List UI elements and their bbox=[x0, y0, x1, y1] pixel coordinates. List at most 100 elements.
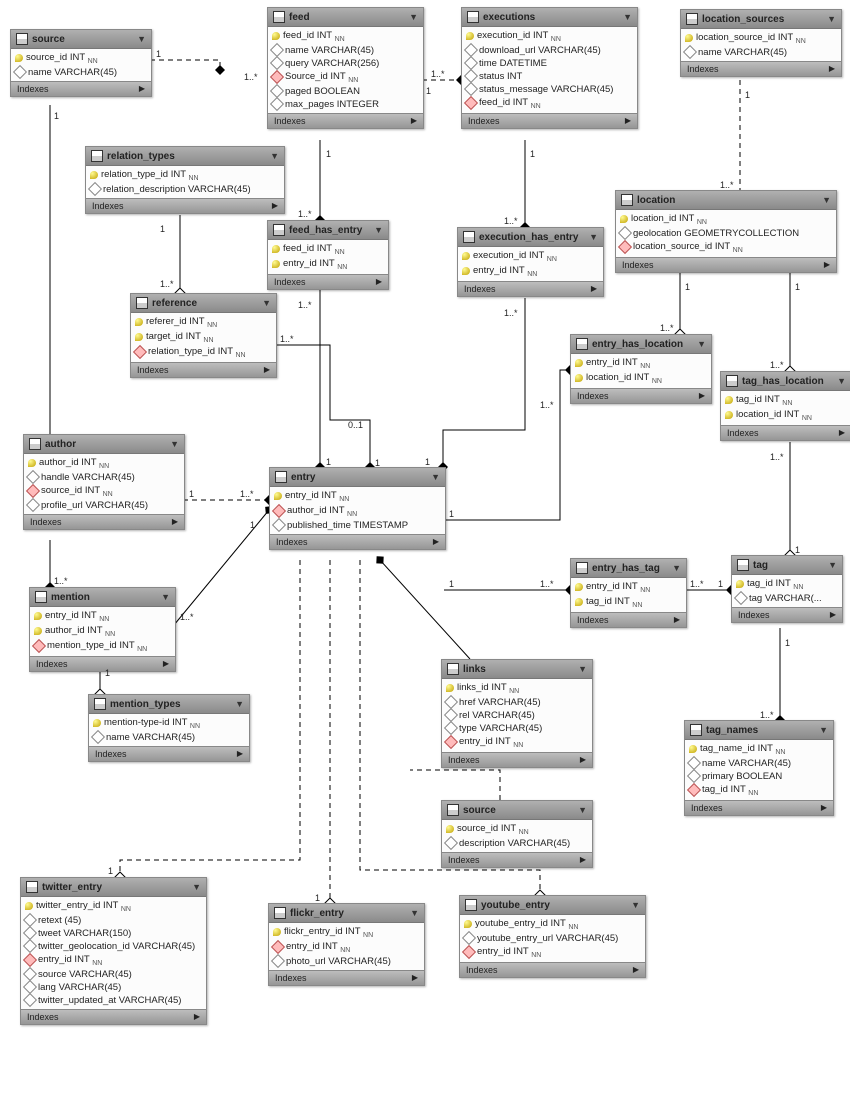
indexes-section[interactable]: Indexes▶ bbox=[460, 962, 645, 977]
collapse-icon[interactable]: ▼ bbox=[270, 151, 279, 161]
entity-header[interactable]: executions▼ bbox=[462, 8, 637, 27]
expand-icon[interactable]: ▶ bbox=[163, 659, 169, 668]
entity-youtube_entry[interactable]: youtube_entry▼youtube_entry_id INT NNyou… bbox=[459, 895, 646, 978]
entity-header[interactable]: youtube_entry▼ bbox=[460, 896, 645, 915]
collapse-icon[interactable]: ▼ bbox=[161, 592, 170, 602]
expand-icon[interactable]: ▶ bbox=[172, 517, 178, 526]
collapse-icon[interactable]: ▼ bbox=[819, 725, 828, 735]
expand-icon[interactable]: ▶ bbox=[591, 284, 597, 293]
indexes-section[interactable]: Indexes▶ bbox=[732, 607, 842, 622]
indexes-section[interactable]: Indexes▶ bbox=[89, 746, 249, 761]
indexes-section[interactable]: Indexes▶ bbox=[131, 362, 276, 377]
expand-icon[interactable]: ▶ bbox=[829, 64, 835, 73]
expand-icon[interactable]: ▶ bbox=[580, 855, 586, 864]
entity-reference[interactable]: reference▼referer_id INT NNtarget_id INT… bbox=[130, 293, 277, 378]
expand-icon[interactable]: ▶ bbox=[839, 428, 845, 437]
entity-execution_has_entry[interactable]: execution_has_entry▼execution_id INT NNe… bbox=[457, 227, 604, 297]
collapse-icon[interactable]: ▼ bbox=[192, 882, 201, 892]
expand-icon[interactable]: ▶ bbox=[830, 610, 836, 619]
indexes-section[interactable]: Indexes▶ bbox=[462, 113, 637, 128]
collapse-icon[interactable]: ▼ bbox=[697, 339, 706, 349]
entity-source2[interactable]: source▼source_id INT NNdescription VARCH… bbox=[441, 800, 593, 868]
indexes-section[interactable]: Indexes▶ bbox=[30, 656, 175, 671]
expand-icon[interactable]: ▶ bbox=[821, 803, 827, 812]
expand-icon[interactable]: ▶ bbox=[411, 116, 417, 125]
entity-header[interactable]: source▼ bbox=[11, 30, 151, 49]
entity-location_sources[interactable]: location_sources▼location_source_id INT … bbox=[680, 9, 842, 77]
entity-feed[interactable]: feed▼feed_id INT NNname VARCHAR(45)query… bbox=[267, 7, 424, 129]
collapse-icon[interactable]: ▼ bbox=[672, 563, 681, 573]
entity-entry[interactable]: entry▼entry_id INT NNauthor_id INT NNpub… bbox=[269, 467, 446, 550]
collapse-icon[interactable]: ▼ bbox=[431, 472, 440, 482]
entity-header[interactable]: execution_has_entry▼ bbox=[458, 228, 603, 247]
expand-icon[interactable]: ▶ bbox=[264, 365, 270, 374]
indexes-section[interactable]: Indexes▶ bbox=[268, 113, 423, 128]
entity-entry_has_tag[interactable]: entry_has_tag▼entry_id INT NNtag_id INT … bbox=[570, 558, 687, 628]
collapse-icon[interactable]: ▼ bbox=[822, 195, 831, 205]
expand-icon[interactable]: ▶ bbox=[699, 391, 705, 400]
expand-icon[interactable]: ▶ bbox=[674, 615, 680, 624]
expand-icon[interactable]: ▶ bbox=[194, 1012, 200, 1021]
entity-header[interactable]: location_sources▼ bbox=[681, 10, 841, 29]
indexes-section[interactable]: Indexes▶ bbox=[268, 274, 388, 289]
collapse-icon[interactable]: ▼ bbox=[170, 439, 179, 449]
entity-header[interactable]: feed_has_entry▼ bbox=[268, 221, 388, 240]
indexes-section[interactable]: Indexes▶ bbox=[86, 198, 284, 213]
entity-header[interactable]: reference▼ bbox=[131, 294, 276, 313]
indexes-section[interactable]: Indexes▶ bbox=[442, 752, 592, 767]
entity-author[interactable]: author▼author_id INT NNhandle VARCHAR(45… bbox=[23, 434, 185, 530]
expand-icon[interactable]: ▶ bbox=[824, 260, 830, 269]
entity-header[interactable]: flickr_entry▼ bbox=[269, 904, 424, 923]
indexes-section[interactable]: Indexes▶ bbox=[571, 388, 711, 403]
entity-flickr_entry[interactable]: flickr_entry▼flickr_entry_id INT NNentry… bbox=[268, 903, 425, 986]
entity-header[interactable]: source▼ bbox=[442, 801, 592, 820]
indexes-section[interactable]: Indexes▶ bbox=[21, 1009, 206, 1024]
entity-header[interactable]: tag_names▼ bbox=[685, 721, 833, 740]
entity-links[interactable]: links▼links_id INT NNhref VARCHAR(45)rel… bbox=[441, 659, 593, 768]
collapse-icon[interactable]: ▼ bbox=[589, 232, 598, 242]
entity-tag_has_location[interactable]: tag_has_location▼tag_id INT NNlocation_i… bbox=[720, 371, 850, 441]
expand-icon[interactable]: ▶ bbox=[139, 84, 145, 93]
entity-source[interactable]: source▼source_id INT NNname VARCHAR(45)I… bbox=[10, 29, 152, 97]
entity-entry_has_location[interactable]: entry_has_location▼entry_id INT NNlocati… bbox=[570, 334, 712, 404]
expand-icon[interactable]: ▶ bbox=[633, 965, 639, 974]
entity-header[interactable]: tag▼ bbox=[732, 556, 842, 575]
collapse-icon[interactable]: ▼ bbox=[409, 12, 418, 22]
expand-icon[interactable]: ▶ bbox=[433, 537, 439, 546]
entity-executions[interactable]: executions▼execution_id INT NNdownload_u… bbox=[461, 7, 638, 129]
entity-header[interactable]: mention_types▼ bbox=[89, 695, 249, 714]
expand-icon[interactable]: ▶ bbox=[625, 116, 631, 125]
indexes-section[interactable]: Indexes▶ bbox=[11, 81, 151, 96]
entity-header[interactable]: tag_has_location▼ bbox=[721, 372, 850, 391]
collapse-icon[interactable]: ▼ bbox=[137, 34, 146, 44]
indexes-section[interactable]: Indexes▶ bbox=[269, 970, 424, 985]
collapse-icon[interactable]: ▼ bbox=[623, 12, 632, 22]
collapse-icon[interactable]: ▼ bbox=[410, 908, 419, 918]
entity-relation_types[interactable]: relation_types▼relation_type_id INT NNre… bbox=[85, 146, 285, 214]
collapse-icon[interactable]: ▼ bbox=[837, 376, 846, 386]
collapse-icon[interactable]: ▼ bbox=[374, 225, 383, 235]
expand-icon[interactable]: ▶ bbox=[376, 277, 382, 286]
indexes-section[interactable]: Indexes▶ bbox=[458, 281, 603, 296]
indexes-section[interactable]: Indexes▶ bbox=[721, 425, 850, 440]
entity-header[interactable]: feed▼ bbox=[268, 8, 423, 27]
indexes-section[interactable]: Indexes▶ bbox=[685, 800, 833, 815]
expand-icon[interactable]: ▶ bbox=[580, 755, 586, 764]
entity-header[interactable]: author▼ bbox=[24, 435, 184, 454]
collapse-icon[interactable]: ▼ bbox=[828, 560, 837, 570]
indexes-section[interactable]: Indexes▶ bbox=[571, 612, 686, 627]
entity-tag_names[interactable]: tag_names▼tag_name_id INT NNname VARCHAR… bbox=[684, 720, 834, 816]
entity-feed_has_entry[interactable]: feed_has_entry▼feed_id INT NNentry_id IN… bbox=[267, 220, 389, 290]
indexes-section[interactable]: Indexes▶ bbox=[442, 852, 592, 867]
entity-tag[interactable]: tag▼tag_id INT NNtag VARCHAR(...Indexes▶ bbox=[731, 555, 843, 623]
entity-header[interactable]: entry_has_tag▼ bbox=[571, 559, 686, 578]
entity-header[interactable]: relation_types▼ bbox=[86, 147, 284, 166]
indexes-section[interactable]: Indexes▶ bbox=[24, 514, 184, 529]
collapse-icon[interactable]: ▼ bbox=[262, 298, 271, 308]
entity-header[interactable]: links▼ bbox=[442, 660, 592, 679]
entity-twitter_entry[interactable]: twitter_entry▼twitter_entry_id INT NNret… bbox=[20, 877, 207, 1025]
indexes-section[interactable]: Indexes▶ bbox=[270, 534, 445, 549]
entity-header[interactable]: entry_has_location▼ bbox=[571, 335, 711, 354]
collapse-icon[interactable]: ▼ bbox=[578, 805, 587, 815]
collapse-icon[interactable]: ▼ bbox=[827, 14, 836, 24]
